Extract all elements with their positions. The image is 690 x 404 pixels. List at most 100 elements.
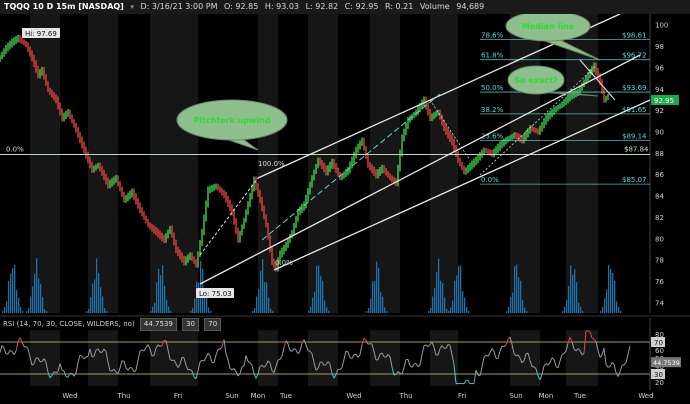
volume-bar — [608, 264, 610, 313]
rsi-line-segment — [617, 371, 621, 377]
rsi-70-badge — [651, 337, 665, 347]
volume-bar — [570, 265, 572, 313]
volume-bar — [100, 287, 102, 313]
rsi-line-segment — [117, 367, 121, 374]
rsi-line-segment — [293, 348, 297, 351]
rsi-line-segment — [511, 344, 515, 354]
rsi-line-segment — [503, 344, 507, 348]
rsi-line-segment — [125, 367, 129, 371]
rsi-line-segment — [385, 354, 389, 358]
volume-bar — [312, 297, 314, 313]
volume-bar — [376, 261, 378, 313]
volume-bar — [572, 274, 574, 313]
rsi-line-segment — [509, 336, 513, 345]
volume-bar — [366, 311, 368, 313]
rsi-line-segment — [577, 348, 581, 351]
volume-bar — [580, 306, 582, 313]
symbol-label[interactable]: TQQQ 10 D 15m [NASDAQ] — [4, 2, 124, 11]
rsi-line-segment — [331, 373, 335, 379]
volume-bar — [384, 307, 386, 313]
volume-bar — [432, 296, 434, 313]
rsi-line-segment — [145, 344, 149, 348]
volume-bar — [574, 268, 576, 313]
time-axis-label: Fri — [174, 392, 182, 400]
open-readout: O: 92.85 — [224, 2, 259, 11]
fib-left-zero-price: $87.84 — [624, 146, 649, 154]
rsi-line-segment — [167, 349, 171, 360]
rsi-line-segment — [557, 360, 561, 369]
rsi-line-segment — [367, 343, 371, 345]
volume-bar — [508, 306, 510, 313]
price-axis-tick: 74 — [655, 299, 664, 307]
rsi-line-segment — [523, 353, 527, 361]
rsi-line-segment — [235, 371, 239, 377]
fib-level-price: $93.69 — [622, 84, 647, 92]
rsi-line-segment — [185, 365, 189, 371]
pitchfork-callout-bubble[interactable] — [176, 99, 288, 141]
fib-anchor-diag — [479, 65, 597, 176]
rsi-line-segment — [237, 373, 241, 377]
rsi-study-label[interactable]: RSI (14, 70, 30, CLOSE, WILDERS, no) — [3, 320, 135, 328]
hi-label-box — [22, 28, 60, 38]
volume-bar — [170, 311, 172, 313]
session-band — [88, 14, 118, 313]
rsi-line-segment — [165, 340, 169, 350]
rsi-value-badge — [651, 357, 681, 368]
rsi-line-segment — [197, 361, 201, 372]
rsi-line-segment — [571, 341, 575, 350]
volume-bar — [582, 311, 584, 313]
volume-bar — [380, 291, 382, 313]
volume-bar — [4, 307, 6, 313]
volume-bar — [372, 281, 374, 313]
volume-bar — [464, 297, 466, 313]
rsi-line-segment — [417, 364, 421, 368]
rsi-line-segment — [273, 366, 277, 373]
rsi-axis-tick: 80 — [655, 331, 664, 339]
so-exact-callout-bubble[interactable] — [507, 65, 565, 95]
rsi-line-segment — [281, 347, 285, 357]
volume-bar — [168, 306, 170, 313]
rsi-line-segment — [81, 355, 85, 360]
rsi-line-segment — [321, 361, 325, 366]
rsi-line-segment — [205, 352, 209, 358]
range-readout: R: 0.21 — [385, 2, 414, 11]
rsi-line-segment — [37, 357, 41, 362]
rsi-line-segment — [583, 330, 587, 354]
rsi-line-segment — [127, 367, 131, 371]
volume-bar — [328, 311, 330, 313]
rsi-line-segment — [41, 358, 45, 362]
rsi-line-segment — [553, 359, 557, 367]
rsi-line-segment — [229, 367, 233, 371]
volume-bar — [378, 267, 380, 313]
volume-bar — [610, 268, 612, 313]
volume-bar — [90, 297, 92, 313]
volume-bar — [258, 288, 260, 313]
rsi-line-segment — [329, 364, 333, 374]
rsi-line-segment — [151, 354, 155, 357]
volume-bar — [446, 308, 448, 313]
rsi-line-segment — [625, 354, 629, 363]
rsi-line-segment — [359, 344, 363, 355]
rsi-line-segment — [547, 362, 551, 366]
rsi-line-segment — [595, 341, 599, 351]
fib-level-pct: 23.6% — [481, 133, 504, 141]
rsi-line-segment — [451, 354, 455, 365]
high-readout: H: 93.03 — [264, 2, 300, 11]
volume-bar — [434, 287, 436, 313]
time-axis-label: Wed — [62, 392, 77, 400]
rsi-line-segment — [299, 342, 303, 352]
rsi-line-segment — [0, 345, 3, 353]
rsi-line-segment — [407, 359, 411, 366]
session-band — [566, 14, 598, 313]
chevron-down-icon[interactable]: ▾ — [130, 3, 134, 11]
volume-bar — [164, 285, 166, 313]
volume-bar — [514, 266, 516, 313]
volume-bar — [322, 280, 324, 313]
rsi-line-segment — [287, 343, 291, 351]
rsi-line-segment — [627, 345, 631, 355]
rsi-line-segment — [77, 354, 81, 363]
volume-label: Volume — [419, 2, 450, 11]
volume-bar — [42, 296, 44, 313]
rsi-line-segment — [599, 354, 603, 358]
